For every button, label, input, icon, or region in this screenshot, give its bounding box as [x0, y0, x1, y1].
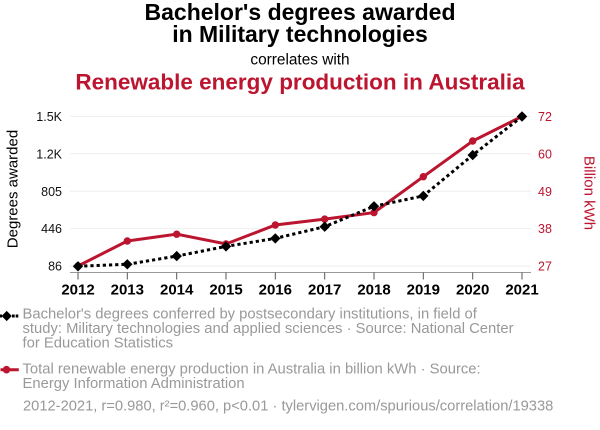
svg-text:Bachelor's degrees conferred b: Bachelor's degrees conferred by postseco… — [23, 306, 478, 322]
svg-text:correlates with: correlates with — [250, 52, 349, 69]
svg-text:27: 27 — [538, 260, 552, 274]
svg-text:86: 86 — [48, 260, 62, 274]
svg-text:for Education Statistics: for Education Statistics — [23, 335, 174, 351]
svg-text:805: 805 — [41, 185, 62, 199]
svg-text:1.5K: 1.5K — [36, 110, 62, 124]
svg-text:Bachelor's degrees awarded: Bachelor's degrees awarded — [145, 0, 456, 25]
svg-text:2017: 2017 — [308, 281, 341, 298]
svg-text:2020: 2020 — [456, 281, 489, 298]
svg-text:2016: 2016 — [259, 281, 292, 298]
svg-text:2018: 2018 — [357, 281, 390, 298]
svg-text:Degrees awarded: Degrees awarded — [5, 130, 22, 248]
svg-text:38: 38 — [538, 222, 552, 236]
svg-text:49: 49 — [538, 185, 552, 199]
svg-text:study: Military technologies a: study: Military technologies and applied… — [23, 321, 514, 337]
svg-text:2019: 2019 — [407, 281, 440, 298]
svg-text:Total renewable energy product: Total renewable energy production in Aus… — [23, 362, 481, 378]
svg-text:2015: 2015 — [209, 281, 242, 298]
svg-text:60: 60 — [538, 147, 552, 161]
svg-text:1.2K: 1.2K — [36, 147, 62, 161]
svg-text:2012-2021, r=0.980, r²=0.960,: 2012-2021, r=0.980, r²=0.960, p<0.01 · t… — [23, 398, 553, 414]
svg-text:72: 72 — [538, 110, 552, 124]
svg-text:2012: 2012 — [61, 281, 94, 298]
svg-text:2021: 2021 — [505, 281, 538, 298]
svg-text:2013: 2013 — [111, 281, 144, 298]
svg-text:446: 446 — [41, 222, 62, 236]
svg-text:Billion kWh: Billion kWh — [581, 156, 598, 230]
svg-text:Renewable energy production in: Renewable energy production in Australia — [75, 69, 525, 94]
svg-text:Energy Information Administrat: Energy Information Administration — [23, 376, 245, 392]
svg-text:2014: 2014 — [160, 281, 194, 298]
svg-text:in Military technologies: in Military technologies — [172, 21, 428, 47]
